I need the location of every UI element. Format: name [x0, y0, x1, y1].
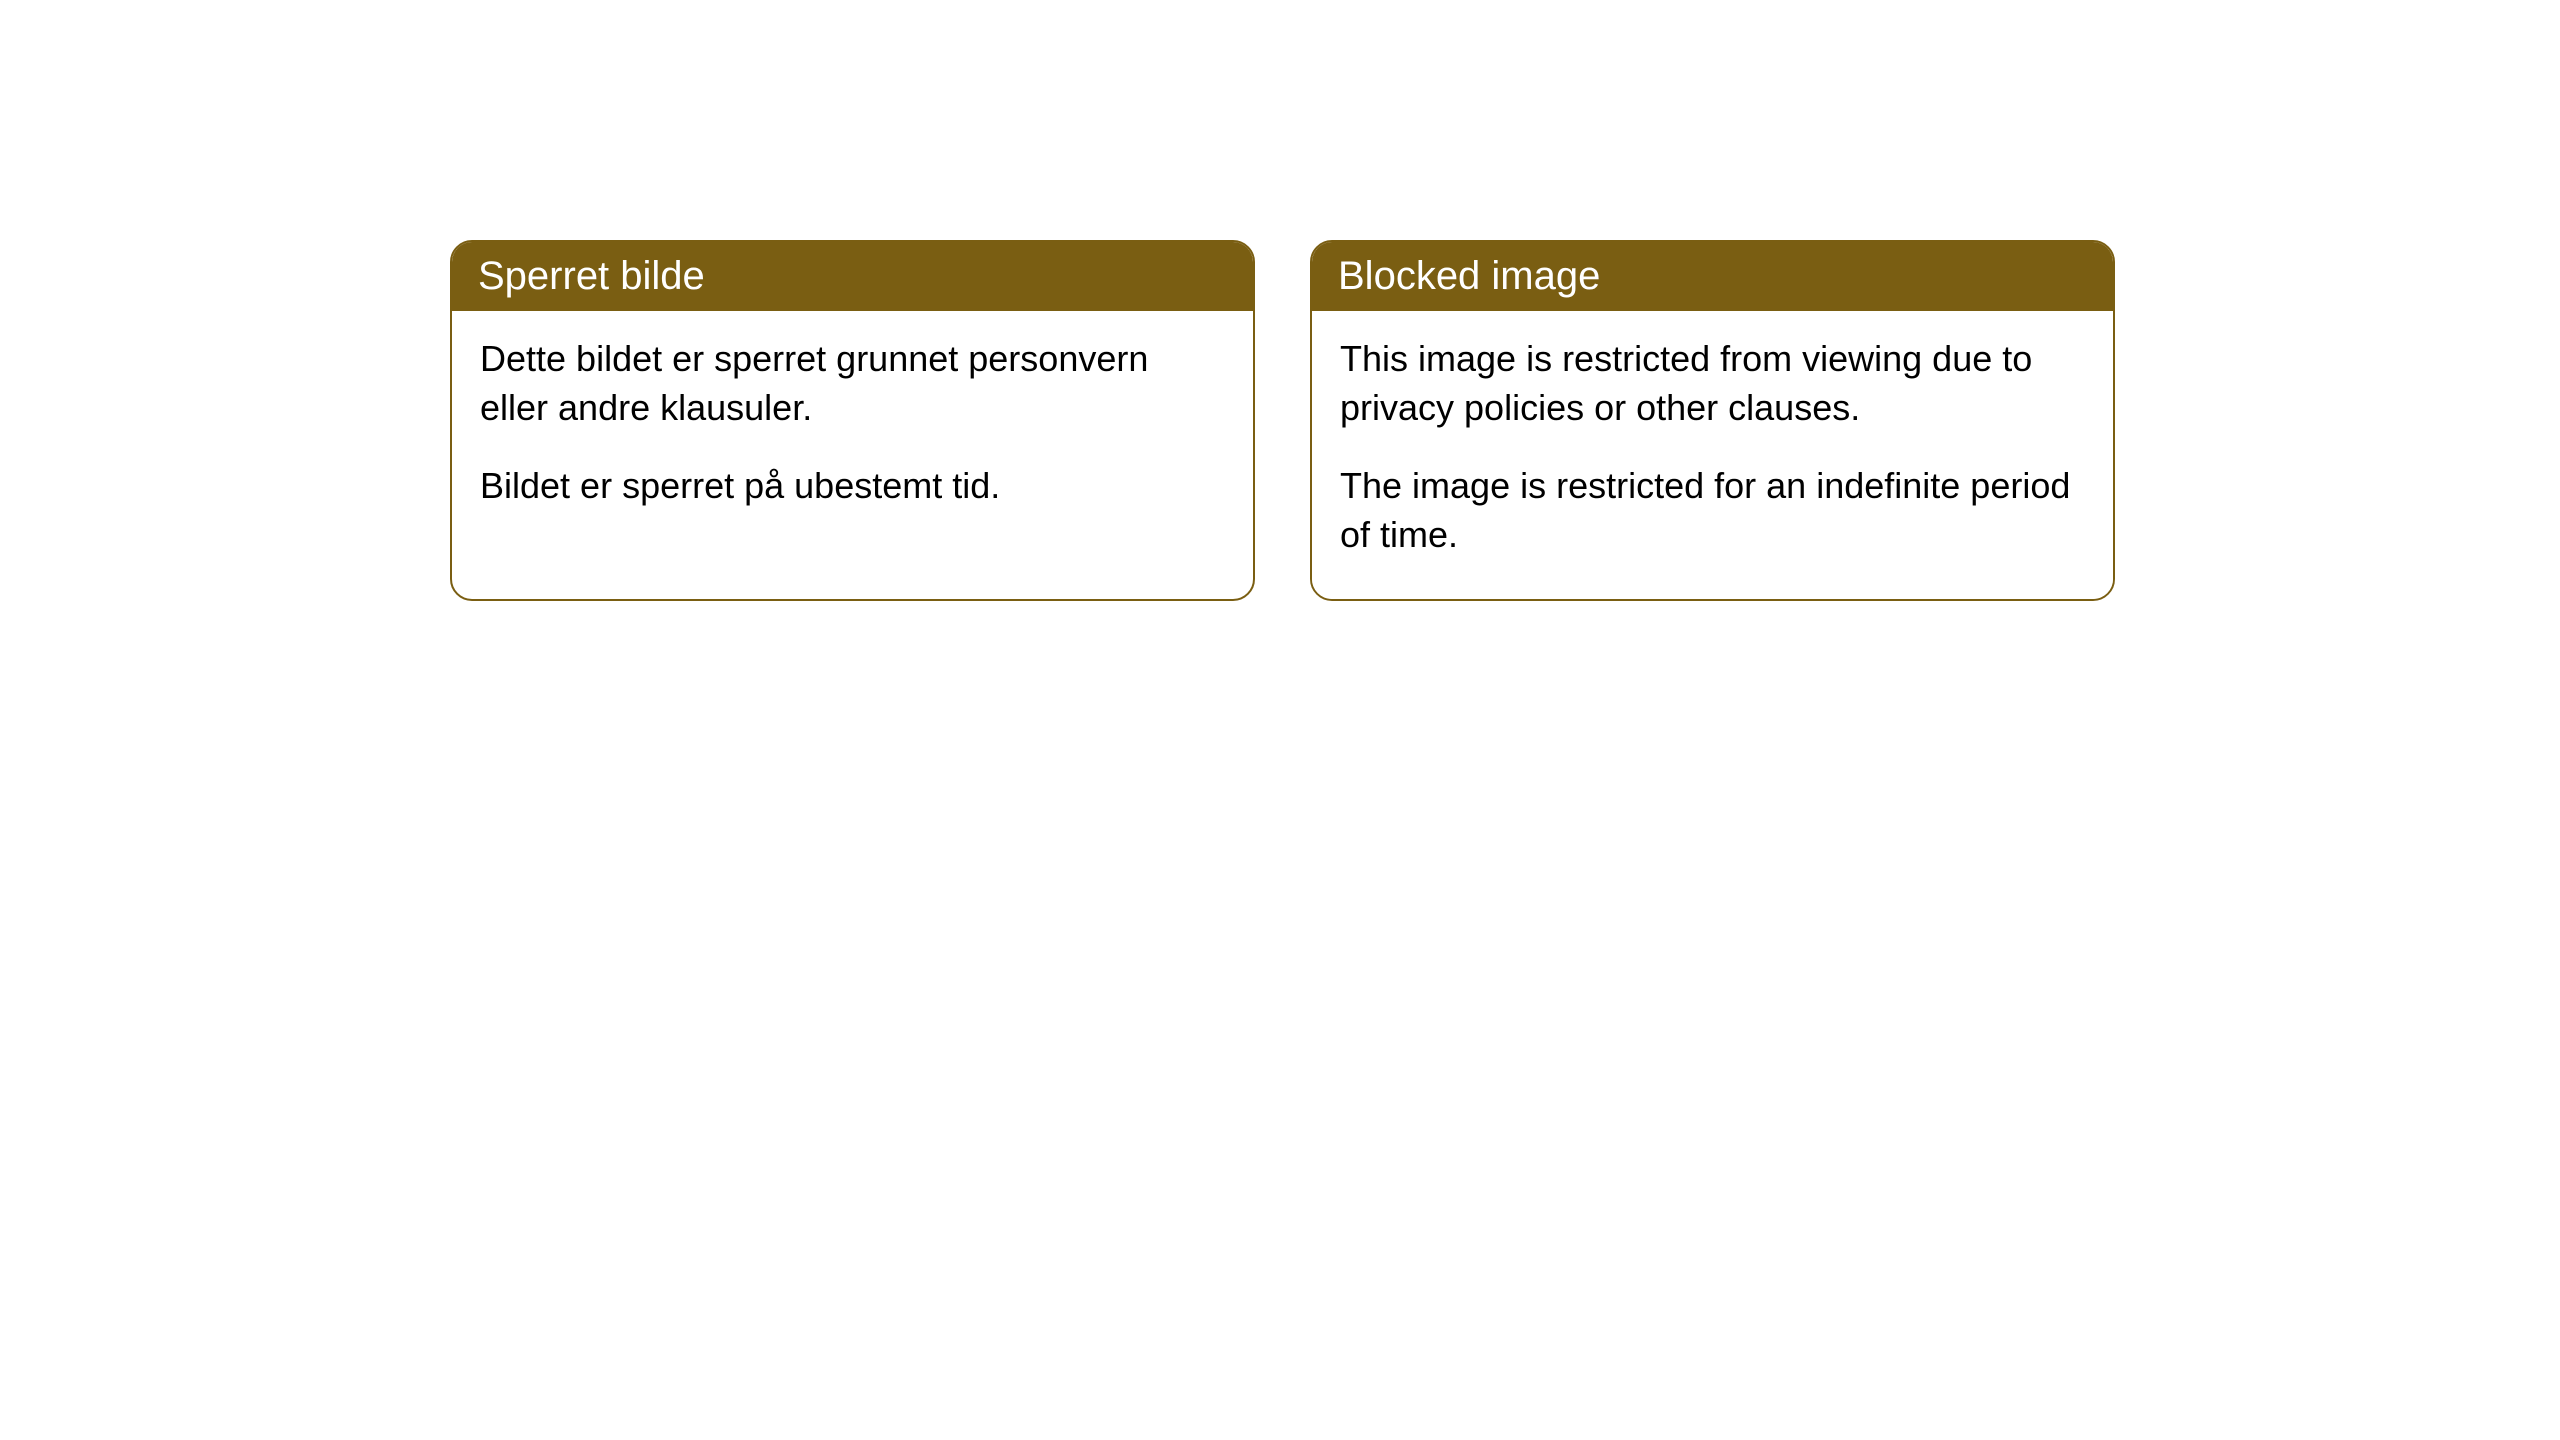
blocked-image-card-english: Blocked image This image is restricted f…: [1310, 240, 2115, 601]
blocked-image-card-norwegian: Sperret bilde Dette bildet er sperret gr…: [450, 240, 1255, 601]
card-paragraph-2: Bildet er sperret på ubestemt tid.: [480, 462, 1225, 511]
card-body-english: This image is restricted from viewing du…: [1312, 311, 2113, 599]
cards-container: Sperret bilde Dette bildet er sperret gr…: [0, 0, 2560, 601]
card-header-english: Blocked image: [1312, 242, 2113, 311]
card-title: Blocked image: [1338, 254, 1600, 298]
card-paragraph-1: This image is restricted from viewing du…: [1340, 335, 2085, 432]
card-body-norwegian: Dette bildet er sperret grunnet personve…: [452, 311, 1253, 551]
card-title: Sperret bilde: [478, 254, 705, 298]
card-paragraph-2: The image is restricted for an indefinit…: [1340, 462, 2085, 559]
card-paragraph-1: Dette bildet er sperret grunnet personve…: [480, 335, 1225, 432]
card-header-norwegian: Sperret bilde: [452, 242, 1253, 311]
